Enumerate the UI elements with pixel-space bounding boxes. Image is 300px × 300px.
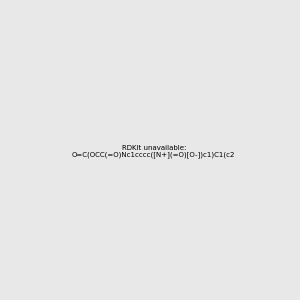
- Text: RDKit unavailable:
O=C(OCC(=O)Nc1cccc([N+](=O)[O-])c1)C1(c2: RDKit unavailable: O=C(OCC(=O)Nc1cccc([N…: [72, 145, 236, 158]
